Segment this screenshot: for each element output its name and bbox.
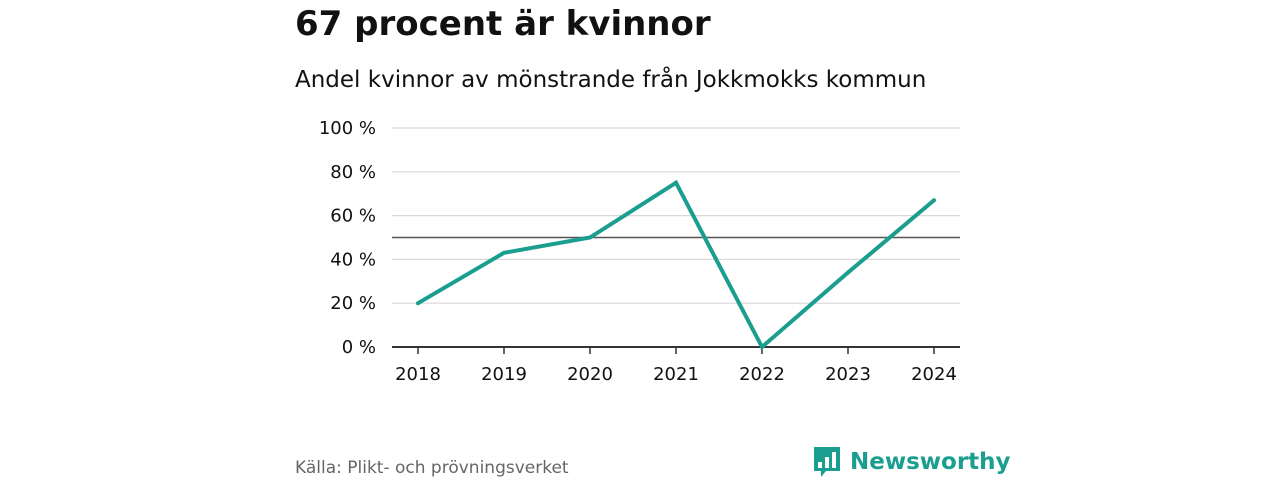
- data-point: [416, 301, 420, 306]
- brand-name: Newsworthy: [850, 449, 1011, 475]
- brand-logo: Newsworthy: [814, 446, 1011, 478]
- gridlines: [392, 127, 960, 304]
- data-point: [846, 270, 850, 275]
- y-tick-label: 80 %: [330, 162, 376, 183]
- y-axis-labels: 0 % 20 % 40 % 60 % 80 % 100 %: [319, 118, 376, 358]
- y-tick-label: 20 %: [330, 293, 376, 314]
- y-tick-label: 40 %: [330, 249, 376, 270]
- data-point: [588, 235, 592, 240]
- x-tick-label: 2020: [567, 364, 613, 385]
- series-line: [416, 179, 936, 351]
- chart-title: 67 procent är kvinnor: [295, 4, 711, 44]
- data-point: [760, 345, 764, 349]
- x-axis: [392, 346, 960, 354]
- bar-chart-speech-bubble-icon: [814, 447, 840, 477]
- data-point: [674, 180, 678, 185]
- y-tick-label: 100 %: [319, 118, 376, 139]
- y-tick-label: 60 %: [330, 206, 376, 227]
- x-axis-labels: 2018 2019 2020 2021 2022 2023 2024: [395, 364, 957, 385]
- x-tick-label: 2024: [911, 364, 957, 385]
- series-group: [416, 179, 936, 351]
- y-tick-label: 0 %: [342, 337, 376, 358]
- x-tick-label: 2022: [739, 364, 785, 385]
- source-note: Källa: Plikt- och prövningsverket: [295, 458, 569, 478]
- x-tick-label: 2023: [825, 364, 871, 385]
- data-point: [932, 198, 936, 203]
- x-tick-label: 2018: [395, 364, 441, 385]
- data-point: [502, 250, 506, 255]
- x-tick-label: 2021: [653, 364, 699, 385]
- chart-subtitle: Andel kvinnor av mönstrande från Jokkmok…: [295, 67, 927, 93]
- x-tick-label: 2019: [481, 364, 527, 385]
